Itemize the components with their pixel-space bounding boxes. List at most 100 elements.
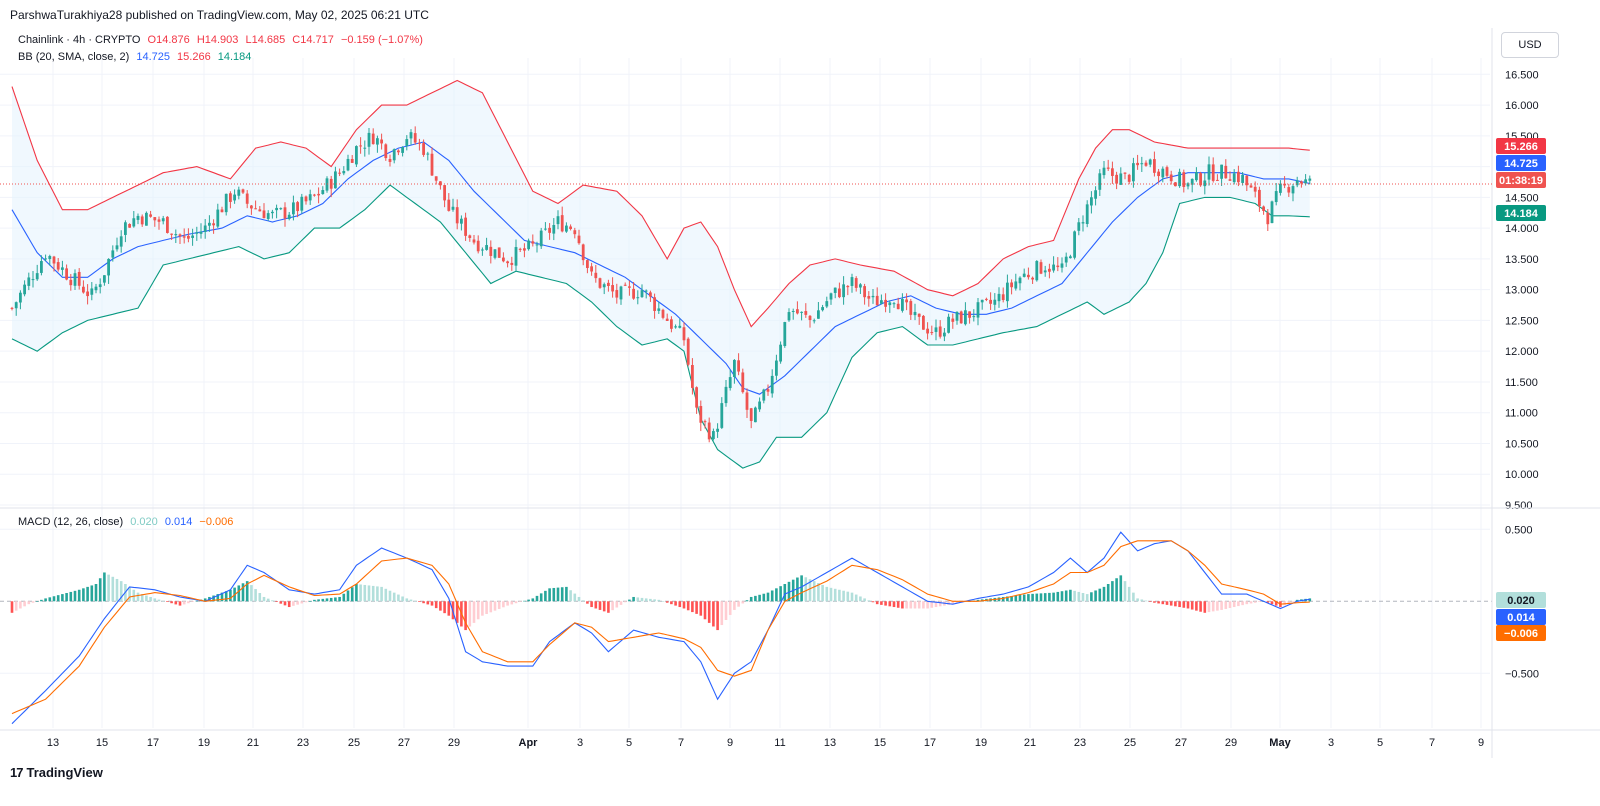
candle-body bbox=[1048, 268, 1051, 272]
macd-histogram-bar bbox=[1085, 594, 1089, 602]
candle-body bbox=[224, 193, 228, 213]
candle-body bbox=[678, 325, 682, 328]
candle-body bbox=[1216, 179, 1219, 181]
candle-body bbox=[229, 193, 232, 202]
price-tick-label: 16.000 bbox=[1505, 100, 1539, 112]
macd-histogram-bar bbox=[762, 593, 766, 602]
candle-body bbox=[384, 144, 388, 159]
legend-symbol[interactable]: Chainlink · 4h · CRYPTO bbox=[18, 34, 141, 46]
candle-body bbox=[565, 225, 568, 232]
tradingview-logo[interactable]: 17 TradingView bbox=[10, 765, 103, 780]
candle-body bbox=[1287, 187, 1291, 193]
candle-body bbox=[279, 208, 283, 210]
macd-histogram-bar bbox=[1006, 596, 1009, 602]
candle-body bbox=[195, 232, 199, 234]
candle-body bbox=[1174, 182, 1177, 187]
bb-legend-label[interactable]: BB (20, SMA, close, 2) bbox=[18, 51, 130, 63]
time-tick-label: 9 bbox=[1478, 737, 1484, 749]
candle-body bbox=[455, 207, 459, 224]
macd-histogram-bar bbox=[355, 584, 358, 602]
candle-body bbox=[237, 189, 241, 196]
time-tick-label: 27 bbox=[1175, 737, 1187, 749]
macd-histogram-bar bbox=[65, 593, 68, 602]
macd-histogram-bar bbox=[405, 598, 409, 602]
macd-legend-macd: 0.014 bbox=[164, 516, 193, 528]
candle-body bbox=[266, 213, 270, 219]
legend-low: L14.685 bbox=[245, 34, 286, 46]
macd-histogram-bar bbox=[493, 601, 497, 611]
candle-body bbox=[250, 205, 253, 209]
macd-histogram-bar bbox=[1190, 601, 1194, 610]
candle-body bbox=[1203, 180, 1207, 187]
macd-legend-label[interactable]: MACD (12, 26, close) bbox=[18, 516, 124, 528]
candle-body bbox=[590, 266, 593, 272]
macd-histogram-bar bbox=[35, 601, 39, 602]
macd-histogram-bar bbox=[1077, 591, 1081, 602]
macd-histogram-bar bbox=[271, 600, 274, 602]
candle-body bbox=[825, 301, 829, 307]
candle-body bbox=[544, 228, 547, 230]
time-tick-label: 19 bbox=[198, 737, 210, 749]
candle-body bbox=[758, 401, 761, 410]
macd-histogram-bar bbox=[61, 594, 64, 602]
candle-body bbox=[653, 297, 656, 311]
candle-body bbox=[779, 344, 782, 362]
candle-body bbox=[775, 360, 778, 376]
macd-histogram-bar bbox=[1211, 601, 1215, 612]
candle-body bbox=[317, 193, 320, 196]
candle-body bbox=[1207, 164, 1211, 180]
candle-body bbox=[460, 218, 463, 224]
time-tick-label: 3 bbox=[577, 737, 583, 749]
time-tick-label: 13 bbox=[824, 737, 836, 749]
macd-histogram-bar bbox=[397, 594, 400, 602]
candle-body bbox=[170, 233, 173, 235]
candle-body bbox=[1291, 186, 1295, 194]
candle-body bbox=[1266, 212, 1270, 225]
candle-body bbox=[980, 299, 984, 303]
macd-histogram-bar bbox=[506, 601, 509, 606]
price-tick-label: 14.500 bbox=[1505, 192, 1539, 204]
macd-histogram-bar bbox=[514, 601, 518, 604]
macd-histogram-bar bbox=[787, 581, 791, 602]
macd-histogram-bar bbox=[136, 592, 140, 602]
macd-histogram-bar bbox=[86, 586, 89, 602]
macd-histogram-bar bbox=[619, 601, 623, 605]
candle-body bbox=[1140, 163, 1144, 165]
macd-histogram-bar bbox=[1060, 591, 1064, 602]
candle-body bbox=[447, 199, 451, 211]
macd-histogram-bar bbox=[103, 572, 106, 602]
candle-body bbox=[1043, 270, 1047, 273]
candle-body bbox=[1069, 256, 1072, 259]
candle-body bbox=[623, 284, 627, 286]
bb-basis-line bbox=[11, 141, 1310, 395]
macd-legend: MACD (12, 26, close) 0.020 0.014 −0.006 bbox=[18, 516, 237, 528]
candle-body bbox=[392, 149, 396, 161]
candle-body bbox=[220, 209, 224, 213]
candle-body bbox=[926, 328, 929, 334]
macd-histogram-bar bbox=[1165, 601, 1169, 605]
macd-histogram-bar bbox=[283, 601, 287, 606]
macd-histogram-bar bbox=[1106, 584, 1110, 602]
macd-line-badge-bg bbox=[1496, 609, 1546, 625]
macd-histogram-bar bbox=[938, 601, 942, 607]
candle-body bbox=[1253, 186, 1257, 192]
candle-body bbox=[875, 295, 879, 306]
candle-body bbox=[174, 234, 178, 236]
upper-band-badge-bg bbox=[1496, 138, 1546, 154]
legend-high: H14.903 bbox=[196, 34, 239, 46]
macd-histogram-bar bbox=[161, 600, 165, 602]
candle-body bbox=[1132, 163, 1135, 182]
candle-body bbox=[989, 299, 992, 304]
candle-body bbox=[1274, 191, 1278, 203]
candle-body bbox=[812, 320, 816, 322]
currency-button[interactable]: USD bbox=[1501, 32, 1559, 58]
macd-histogram-bar bbox=[418, 601, 421, 602]
macd-histogram-bar bbox=[262, 596, 266, 602]
candle-body bbox=[401, 147, 404, 153]
candle-body bbox=[212, 223, 215, 226]
candle-body bbox=[40, 261, 43, 273]
candle-body bbox=[796, 309, 799, 314]
time-tick-label: 5 bbox=[626, 737, 632, 749]
candle-body bbox=[27, 277, 31, 286]
